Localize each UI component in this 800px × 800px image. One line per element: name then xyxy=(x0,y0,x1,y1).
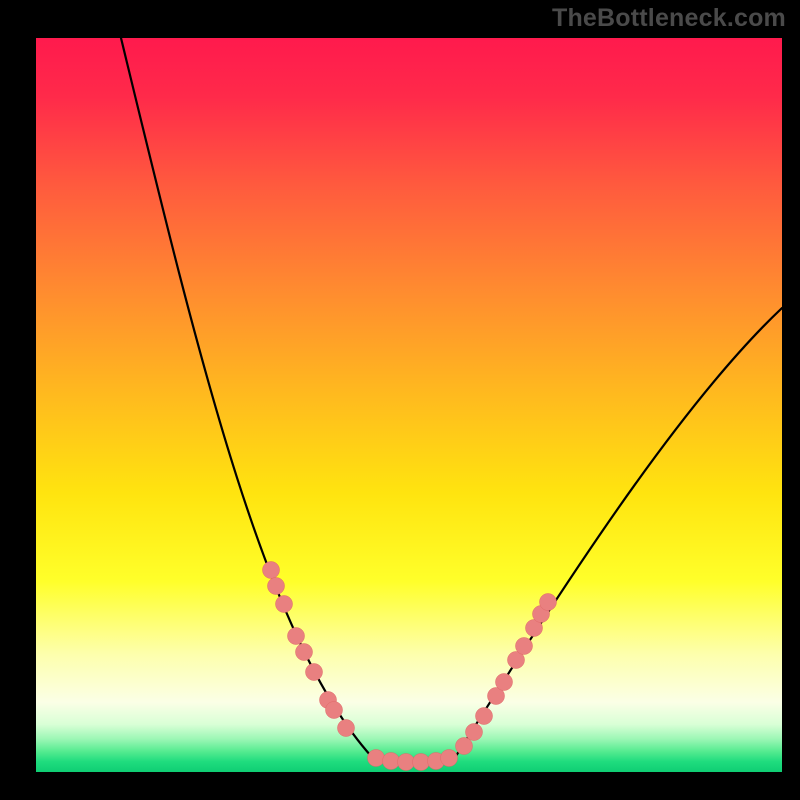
marker-bottom xyxy=(441,750,458,767)
marker-left xyxy=(326,702,343,719)
marker-left xyxy=(263,562,280,579)
marker-left xyxy=(268,578,285,595)
marker-left xyxy=(296,644,313,661)
marker-left xyxy=(276,596,293,613)
frame-border-left xyxy=(0,0,36,800)
marker-bottom xyxy=(383,753,400,770)
marker-right xyxy=(516,638,533,655)
marker-bottom xyxy=(413,754,430,771)
marker-right xyxy=(456,738,473,755)
marker-right xyxy=(496,674,513,691)
watermark-text: TheBottleneck.com xyxy=(552,4,786,33)
bottleneck-curve-chart xyxy=(36,38,782,772)
frame-border-bottom xyxy=(0,772,800,800)
marker-left xyxy=(338,720,355,737)
marker-right xyxy=(466,724,483,741)
marker-bottom xyxy=(368,750,385,767)
marker-right xyxy=(540,594,557,611)
marker-bottom xyxy=(398,754,415,771)
marker-right xyxy=(476,708,493,725)
marker-left xyxy=(288,628,305,645)
marker-left xyxy=(306,664,323,681)
frame-border-right xyxy=(782,0,800,800)
